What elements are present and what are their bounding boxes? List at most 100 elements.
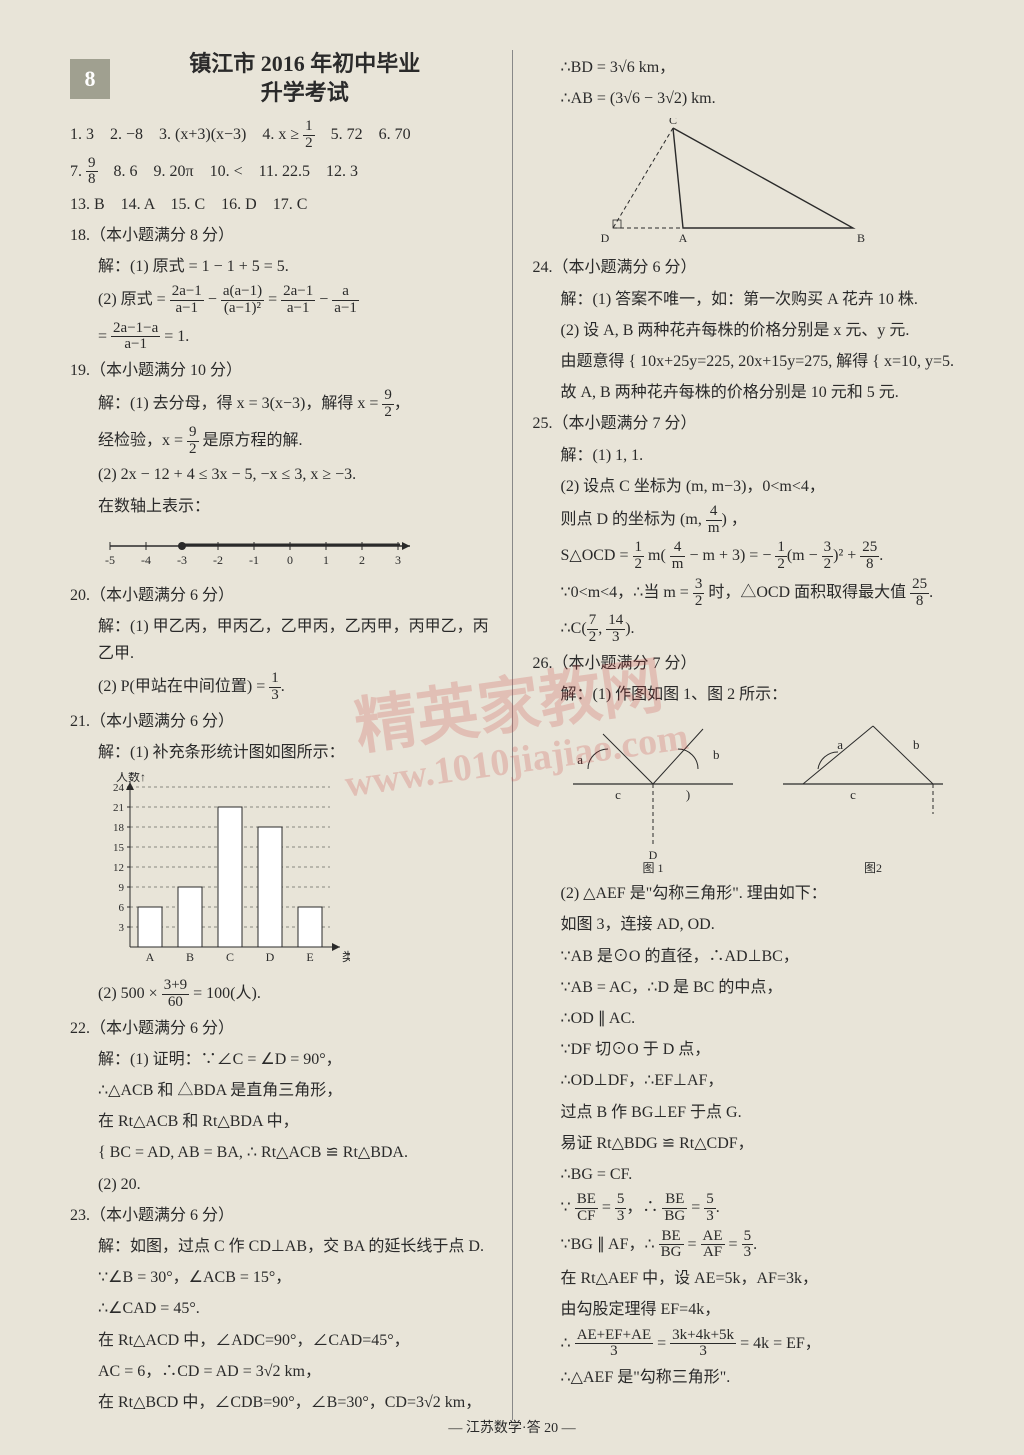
q26-11: ∴BG = CF. [533,1161,955,1188]
q25-6: ∴C(72, 143). [533,613,955,646]
q22-1: 解：(1) 证明：∵∠C = ∠D = 90°， [70,1046,492,1073]
r1: ∴BD = 3√6 km， [533,54,955,81]
svg-text:A: A [678,231,687,245]
svg-text:D: D [266,950,275,964]
svg-text:a: a [577,752,583,767]
svg-text:21: 21 [113,802,124,814]
q26-13: ∵BG ∥ AF，∴ BEBG = AEAF = 53. [533,1229,955,1262]
svg-text:图 1: 图 1 [642,861,663,874]
q25-3: 则点 D 的坐标为 (m, 4m) ， [533,504,955,537]
q24-4: 故 A, B 两种花卉每株的价格分别是 10 元和 5 元. [533,379,955,406]
svg-text:18: 18 [113,822,125,834]
svg-text:3: 3 [395,553,401,567]
q26-8: ∴OD⊥DF，∴EF⊥AF， [533,1067,955,1094]
q26-3: 如图 3，连接 AD, OD. [533,911,955,938]
svg-text:): ) [685,787,689,802]
q19-3: 在数轴上表示： [70,493,492,520]
q21: 21.（本小题满分 6 分） [70,708,492,735]
q18-2: (2) 原式 = 2a−1a−1 − a(a−1)(a−1)² = 2a−1a−… [70,284,492,317]
q22-4: { BC = AD, AB = BA, ∴ Rt△ACB ≌ Rt△BDA. [70,1139,492,1166]
q26-7: ∵DF 切⊙O 于 D 点， [533,1036,955,1063]
svg-text:图2: 图2 [863,861,881,874]
q25: 25.（本小题满分 7 分） [533,410,955,437]
q23: 23.（本小题满分 6 分） [70,1202,492,1229]
left-column: 8 镇江市 2016 年初中毕业 升学考试 1. 3 2. −8 3. (x+3… [70,50,492,1420]
title-line1: 镇江市 2016 年初中毕业 [189,51,420,76]
svg-text:E: E [306,950,313,964]
svg-text:B: B [186,950,194,964]
svg-text:D: D [648,848,657,862]
q23-5: AC = 6，∴CD = AD = 3√2 km， [70,1358,492,1385]
svg-text:b: b [713,747,720,762]
q26-9: 过点 B 作 BG⊥EF 于点 G. [533,1099,955,1126]
q20: 20.（本小题满分 6 分） [70,582,492,609]
svg-text:1: 1 [323,553,329,567]
q23-1: 解：如图，过点 C 作 CD⊥AB，交 BA 的延长线于点 D. [70,1233,492,1260]
q24-3: 由题意得 { 10x+25y=225, 20x+15y=275, 解得 { x=… [533,348,955,375]
column-divider [512,50,513,1420]
svg-text:A: A [146,950,155,964]
q23-2: ∵∠B = 30°，∠ACB = 15°， [70,1264,492,1291]
q26-6: ∴OD ∥ AC. [533,1005,955,1032]
title-line2: 升学考试 [261,80,349,105]
q26: 26.（本小题满分 7 分） [533,650,955,677]
page-footer: — 江苏数学·答 20 — [0,1417,1024,1437]
q18: 18.（本小题满分 8 分） [70,222,492,249]
q19-1: 解：(1) 去分母，得 x = 3(x−3)，解得 x = 92， [70,388,492,421]
svg-text:-1: -1 [249,553,259,567]
q26-16: ∴ AE+EF+AE3 = 3k+4k+5k3 = 4k = EF， [533,1328,955,1361]
svg-text:C: C [668,118,676,127]
q26-14: 在 Rt△AEF 中，设 AE=5k，AF=3k， [533,1265,955,1292]
q23-3: ∴∠CAD = 45°. [70,1295,492,1322]
svg-text:-3: -3 [177,553,187,567]
answers-row2: 7. 98 8. 6 9. 20π 10. < 11. 22.5 12. 3 [70,156,492,189]
q18-1: 解：(1) 原式 = 1 − 1 + 5 = 5. [70,253,492,280]
q25-2: (2) 设点 C 坐标为 (m, m−3)，0<m<4， [533,473,955,500]
svg-text:b: b [913,737,920,752]
q25-5: ∵0<m<4，∴当 m = 32 时，△OCD 面积取得最大值 258. [533,577,955,610]
svg-text:-5: -5 [105,553,115,567]
svg-text:-2: -2 [213,553,223,567]
q19-1c: 经检验，x = 92 是原方程的解. [70,425,492,458]
r2: ∴AB = (3√6 − 3√2) km. [533,85,955,112]
q26-1: 解：(1) 作图如图 1、图 2 所示： [533,681,955,708]
page-title: 镇江市 2016 年初中毕业 升学考试 [118,50,492,107]
q24-2: (2) 设 A, B 两种花卉每株的价格分别是 x 元、y 元. [533,317,955,344]
section-badge: 8 [70,59,110,99]
q19: 19.（本小题满分 10 分） [70,357,492,384]
answers-row3: 13. B 14. A 15. C 16. D 17. C [70,192,492,218]
number-line: -5-4-3-2-10123 [90,526,492,576]
q19-2: (2) 2x − 12 + 4 ≤ 3x − 5, −x ≤ 3, x ≥ −3… [70,461,492,488]
svg-text:c: c [850,787,856,802]
q23-6: 在 Rt△BCD 中，∠CDB=90°，∠B=30°，CD=3√2 km， [70,1389,492,1416]
q26-2: (2) △AEF 是"勾称三角形". 理由如下： [533,880,955,907]
q22-5: (2) 20. [70,1171,492,1198]
q21-2: (2) 500 × 3+960 = 100(人). [70,978,492,1011]
svg-text:15: 15 [113,842,125,854]
q25-1: 解：(1) 1, 1. [533,442,955,469]
svg-text:a: a [837,737,843,752]
q26-5: ∵AB = AC，∴D 是 BC 的中点， [533,974,955,1001]
q26-15: 由勾股定理得 EF=4k， [533,1296,955,1323]
svg-text:6: 6 [119,902,125,914]
triangle-diagram: CDAB [553,118,955,248]
q18-2b: = 2a−1−aa−1 = 1. [70,321,492,354]
q20-2: (2) P(甲站在中间位置) = 13. [70,671,492,704]
q26-17: ∴△AEF 是"勾称三角形". [533,1364,955,1391]
title-block: 8 镇江市 2016 年初中毕业 升学考试 [70,50,492,107]
q21-1: 解：(1) 补充条形统计图如图所示： [70,739,492,766]
right-column: ∴BD = 3√6 km， ∴AB = (3√6 − 3√2) km. CDAB… [533,50,955,1420]
q22-3: 在 Rt△ACB 和 Rt△BDA 中， [70,1108,492,1135]
q20-1: 解：(1) 甲乙丙，甲丙乙，乙甲丙，乙丙甲，丙甲乙，丙乙甲. [70,613,492,667]
svg-text:24: 24 [113,782,125,794]
q25-4: S△OCD = 12 m( 4m − m + 3) = − 12(m − 32)… [533,540,955,573]
svg-text:2: 2 [359,553,365,567]
svg-text:3: 3 [119,922,125,934]
construction-figures: abc)D图 1abc图2 [553,714,955,874]
q24: 24.（本小题满分 6 分） [533,254,955,281]
q26-10: 易证 Rt△BDG ≌ Rt△CDF， [533,1130,955,1157]
svg-text:类别: 类别 [342,950,350,964]
answers-row1: 1. 3 2. −8 3. (x+3)(x−3) 4. x ≥ 12 5. 72… [70,119,492,152]
bar-chart: 人数↑类别3691215182124ABCDE [90,772,492,972]
svg-text:C: C [226,950,234,964]
